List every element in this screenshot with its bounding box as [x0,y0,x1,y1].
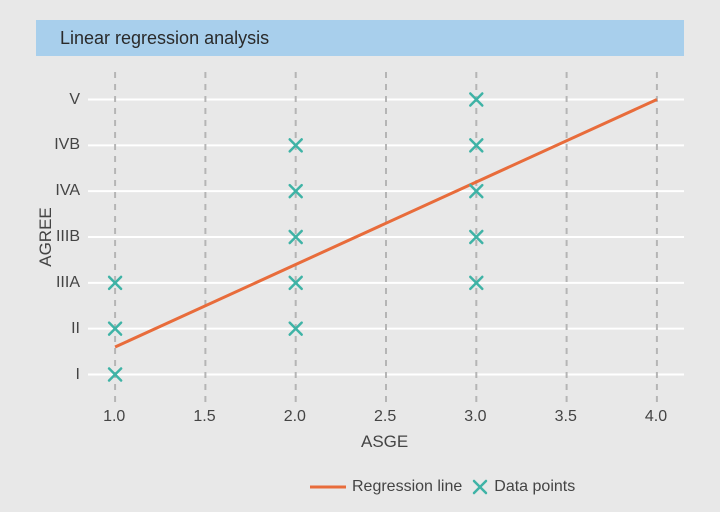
y-axis-label: AGREE [36,207,56,267]
y-tick-label: I [76,366,80,384]
x-tick-label: 3.5 [555,408,577,426]
plot-area [88,72,684,402]
legend-item: Data points [472,478,575,496]
x-tick-label: 1.5 [193,408,215,426]
y-tick-label: V [69,91,80,109]
legend-label: Regression line [352,478,462,496]
legend: Regression line Data points [310,478,575,496]
y-tick-label: IIIB [56,228,80,246]
x-axis-label: ASGE [361,432,408,452]
chart-title: Linear regression analysis [60,28,269,49]
legend-line-icon [310,479,346,495]
y-tick-label: IVA [55,182,80,200]
x-tick-label: 2.0 [284,408,306,426]
y-tick-label: II [71,320,80,338]
x-tick-label: 4.0 [645,408,667,426]
x-tick-label: 3.0 [464,408,486,426]
x-tick-label: 1.0 [103,408,125,426]
legend-label: Data points [494,478,575,496]
y-tick-label: IIIA [56,274,80,292]
legend-item: Regression line [310,478,462,496]
chart-title-bar: Linear regression analysis [36,20,684,56]
chart-container: Linear regression analysis AGREE ASGE Re… [0,0,720,512]
legend-marker-icon [472,479,488,495]
x-tick-label: 2.5 [374,408,396,426]
y-tick-label: IVB [54,136,80,154]
